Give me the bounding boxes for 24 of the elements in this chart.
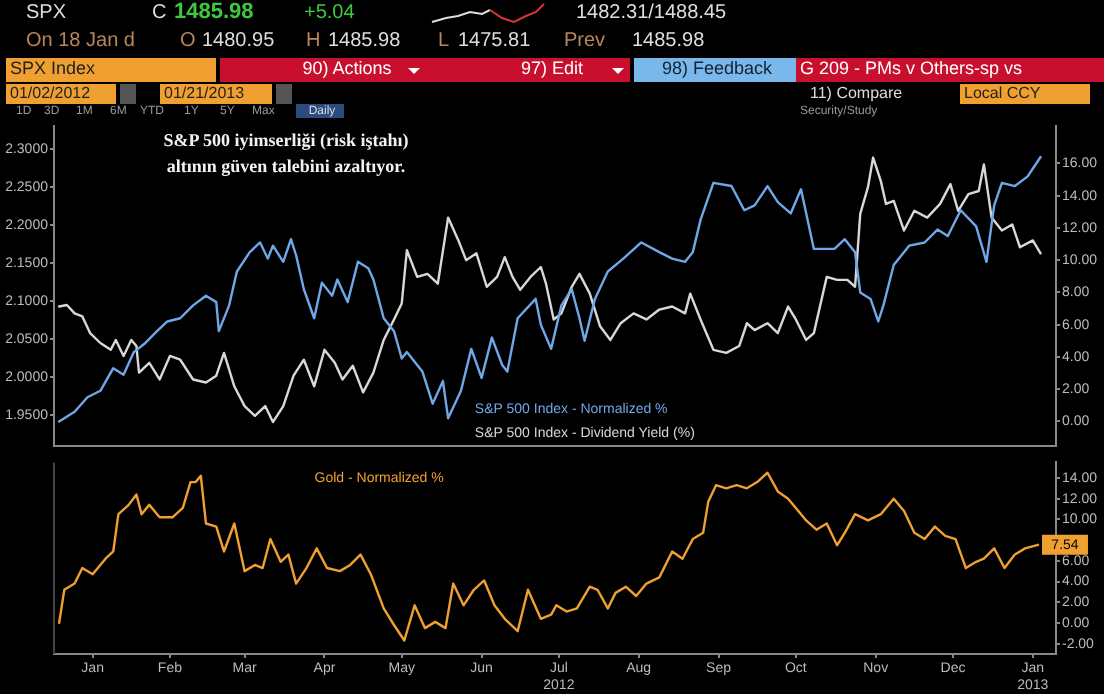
text: 01/21/2013 xyxy=(160,84,272,104)
text: 1480.95 xyxy=(202,30,275,54)
text: 1485.98 xyxy=(174,0,254,26)
text: 90) Actions xyxy=(220,58,470,82)
text: 98) Feedback xyxy=(634,58,796,82)
text: 01/02/2012 xyxy=(6,84,116,104)
text: G 209 - PMs v Others-sp vs xyxy=(796,58,1104,82)
text: C xyxy=(152,2,167,26)
text: Local CCY xyxy=(960,84,1090,104)
text: 97) Edit xyxy=(470,58,630,82)
text: On 18 Jan d xyxy=(26,30,135,54)
text: SPX Index xyxy=(6,58,216,82)
text: 1485.98 xyxy=(632,30,705,54)
text: S&P 500 iyimserliği (risk iştahı) altının güven talebini azaltıyor. xyxy=(163,130,409,177)
text: O xyxy=(180,30,196,54)
text: 1485.98 xyxy=(328,30,401,54)
text: Prev xyxy=(564,30,606,54)
text: SPX xyxy=(26,2,67,26)
text: L xyxy=(438,30,450,54)
text: 1475.81 xyxy=(458,30,531,54)
text: H xyxy=(306,30,321,54)
text: +5.04 xyxy=(304,2,355,26)
text: 11) Compare xyxy=(810,84,903,104)
text: 1482.31/1488.45 xyxy=(576,2,727,26)
